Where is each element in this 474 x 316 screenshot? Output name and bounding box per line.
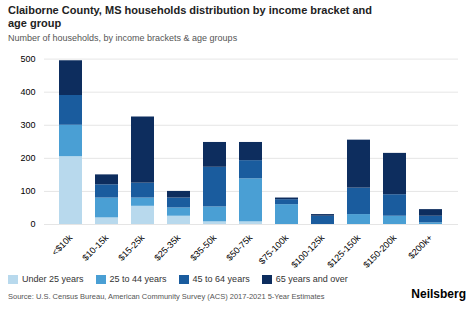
svg-text:0: 0 [30, 219, 35, 229]
svg-text:400: 400 [20, 87, 35, 97]
svg-text:200: 200 [20, 153, 35, 163]
svg-text:$10-15k: $10-15k [80, 232, 110, 262]
svg-text:<$10k: <$10k [50, 232, 75, 257]
html-text:65 years and over: 65 years and over [275, 274, 348, 284]
html-text:Number of households, by incom: Number of households, by income brackets… [8, 33, 238, 43]
svg-text:$125-150k: $125-150k [325, 232, 363, 270]
html-text:Source: U.S. Census Bureau, Am: Source: U.S. Census Bureau, American Com… [8, 292, 325, 301]
html-text:Under 25 years: Under 25 years [22, 274, 84, 284]
html-text:Neilsberg: Neilsberg [411, 287, 466, 301]
html-text:Claiborne County, MS household: Claiborne County, MS households distribu… [8, 4, 373, 16]
svg-text:$50-75k: $50-75k [224, 232, 254, 262]
svg-text:100: 100 [20, 186, 35, 196]
html-text:age group: age group [8, 17, 62, 29]
html-text:45 to 64 years: 45 to 64 years [192, 274, 250, 284]
svg-text:$75-100k: $75-100k [257, 232, 291, 266]
html-text:25 to 44 years: 25 to 44 years [109, 274, 167, 284]
svg-text:$200k+: $200k+ [406, 233, 434, 261]
svg-text:$100-125k: $100-125k [289, 232, 327, 270]
svg-text:$35-50k: $35-50k [188, 232, 218, 262]
svg-text:$25-35k: $25-35k [152, 232, 182, 262]
svg-text:500: 500 [20, 54, 35, 64]
svg-text:300: 300 [20, 120, 35, 130]
svg-text:$15-25k: $15-25k [116, 232, 146, 262]
svg-text:$150-200k: $150-200k [361, 232, 399, 270]
